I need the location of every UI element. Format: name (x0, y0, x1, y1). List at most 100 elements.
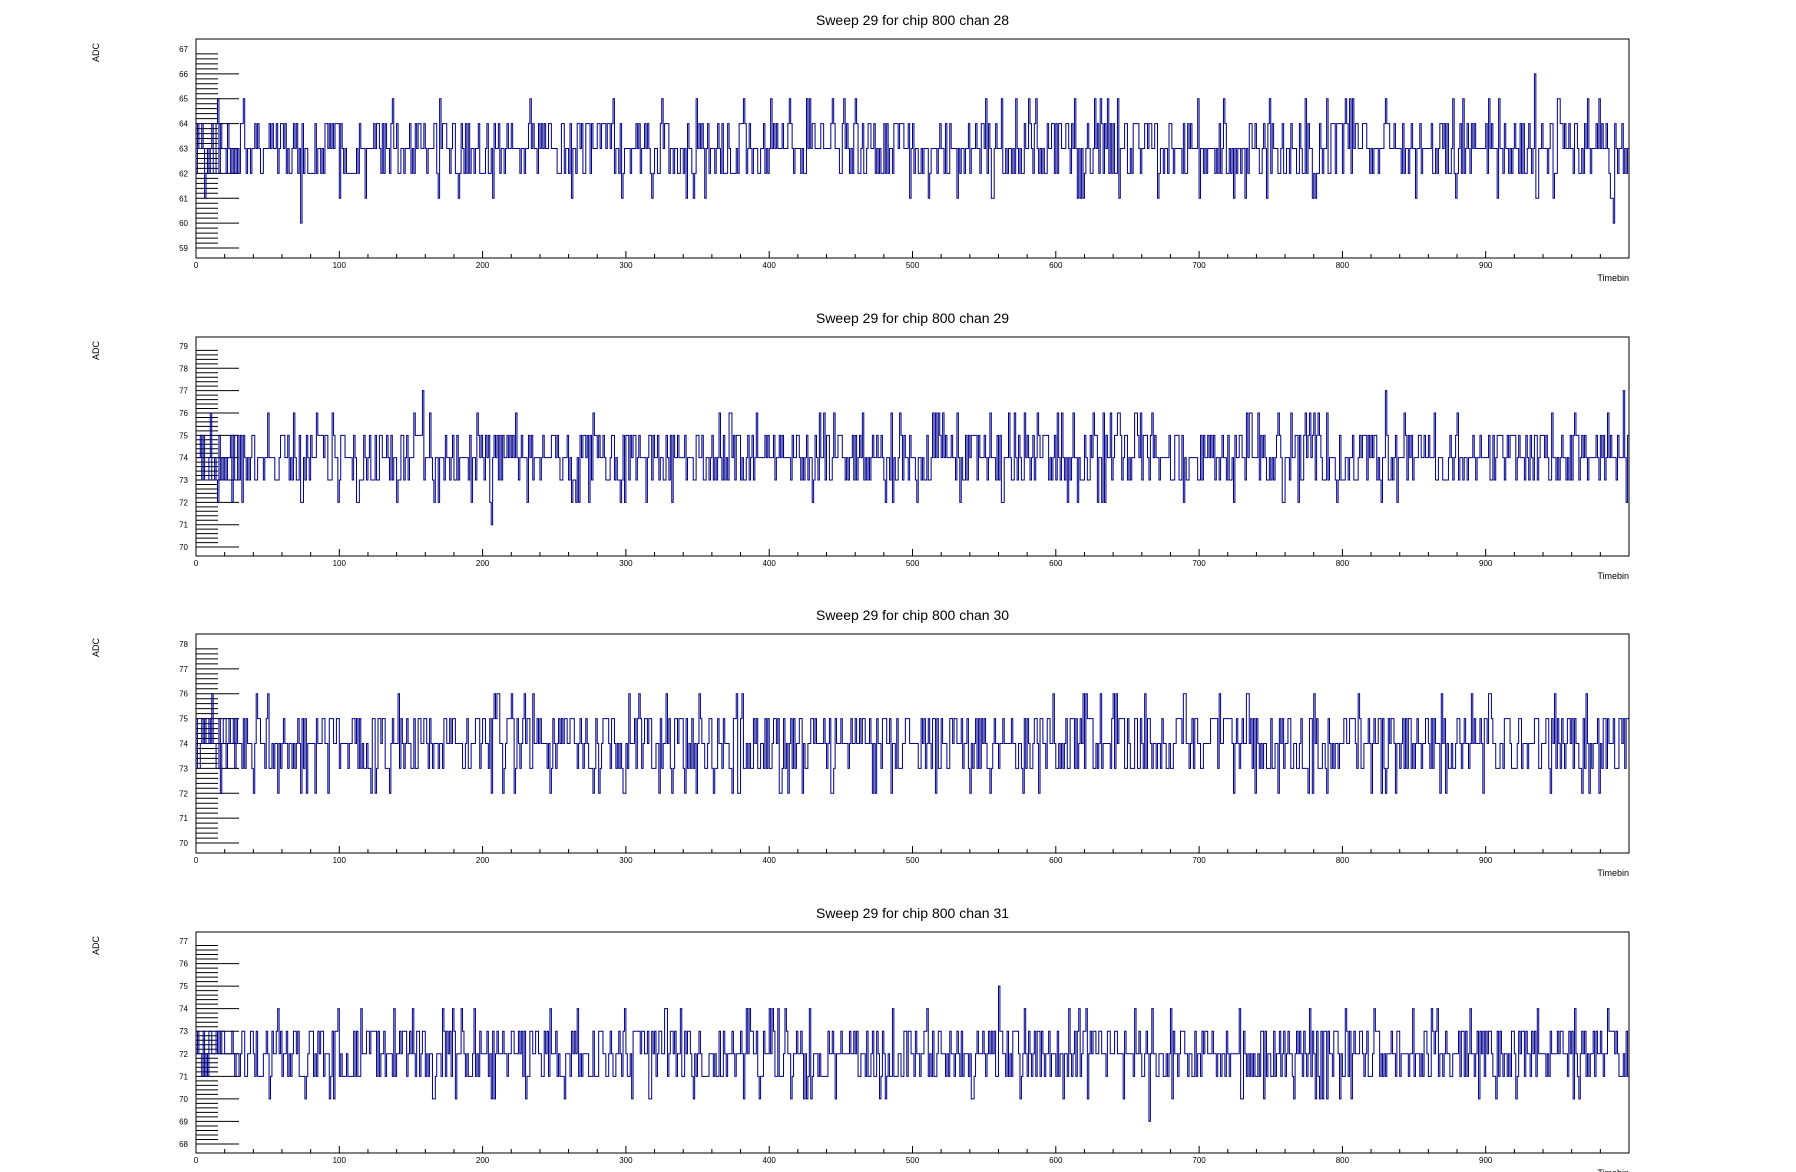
y-tick-label: 69 (179, 1117, 188, 1126)
x-tick-label: 500 (906, 559, 920, 568)
x-tick-label: 300 (619, 261, 633, 270)
x-tick-label: 200 (476, 856, 490, 865)
x-tick-label: 600 (1049, 856, 1063, 865)
plot-frame (195, 931, 1630, 1154)
y-tick-label: 74 (179, 1005, 188, 1014)
x-tick-label: 600 (1049, 559, 1063, 568)
x-tick-label: 200 (476, 1156, 490, 1165)
series-line (196, 73, 1629, 224)
y-tick-label: 74 (179, 454, 188, 463)
x-tick-label: 100 (333, 559, 347, 568)
x-tick-label: 0 (194, 1156, 199, 1165)
chart-title: Sweep 29 for chip 800 chan 29 (816, 310, 1009, 326)
y-tick-label: 70 (179, 1095, 188, 1104)
y-tick-label: 63 (179, 145, 188, 154)
series-line (196, 985, 1629, 1122)
x-tick-label: 0 (194, 856, 199, 865)
y-tick-label: 73 (179, 476, 188, 485)
chart-title: Sweep 29 for chip 800 chan 30 (816, 607, 1009, 623)
x-tick-label: 700 (1192, 261, 1206, 270)
x-axis-label: Timebin (1597, 273, 1629, 283)
x-axis-label: Timebin (1597, 571, 1629, 581)
y-tick-label: 72 (179, 498, 188, 507)
y-tick-label: 73 (179, 1027, 188, 1036)
x-tick-label: 300 (619, 856, 633, 865)
x-tick-label: 100 (333, 856, 347, 865)
y-tick-label: 60 (179, 219, 188, 228)
x-tick-label: 500 (906, 856, 920, 865)
y-tick-label: 61 (179, 194, 188, 203)
chart-panel-4: Sweep 29 for chip 800 chan 31 ADC Timebin 6… (91, 905, 1630, 1172)
x-tick-label: 800 (1336, 856, 1350, 865)
x-tick-label: 500 (906, 261, 920, 270)
x-tick-label: 900 (1479, 559, 1493, 568)
y-tick-label: 78 (179, 364, 188, 373)
x-tick-label: 0 (194, 559, 199, 568)
y-tick-label: 64 (179, 120, 188, 129)
y-tick-label: 72 (179, 1050, 188, 1059)
y-tick-label: 71 (179, 814, 188, 823)
x-tick-label: 800 (1336, 1156, 1350, 1165)
x-tick-label: 600 (1049, 1156, 1063, 1165)
x-tick-label: 900 (1479, 856, 1493, 865)
chart-panel-3: Sweep 29 for chip 800 chan 30 ADC Timebin 7… (91, 607, 1630, 878)
y-tick-label: 68 (179, 1140, 188, 1149)
series-line (196, 390, 1629, 526)
y-tick-label: 76 (179, 409, 188, 418)
x-tick-label: 900 (1479, 261, 1493, 270)
y-axis-label: ADC (91, 638, 101, 658)
y-tick-label: 77 (179, 665, 188, 674)
x-tick-label: 600 (1049, 261, 1063, 270)
y-tick-label: 79 (179, 342, 188, 351)
y-tick-label: 76 (179, 690, 188, 699)
y-tick-label: 59 (179, 244, 188, 253)
chart-title: Sweep 29 for chip 800 chan 31 (816, 905, 1009, 921)
x-tick-label: 100 (333, 1156, 347, 1165)
plot-frame (195, 38, 1630, 259)
y-axis-label: ADC (91, 936, 101, 956)
series-line (196, 693, 1629, 794)
x-tick-label: 300 (619, 559, 633, 568)
plot-frame (195, 633, 1630, 854)
x-tick-label: 200 (476, 261, 490, 270)
x-tick-label: 500 (906, 1156, 920, 1165)
y-tick-label: 67 (179, 45, 188, 54)
y-tick-label: 78 (179, 640, 188, 649)
y-tick-label: 75 (179, 982, 188, 991)
x-axis-label: Timebin (1597, 1168, 1629, 1172)
chart-panel-1: Sweep 29 for chip 800 chan 28 ADC Timebin 5… (91, 12, 1630, 283)
y-axis-label: ADC (91, 43, 101, 63)
x-tick-label: 400 (763, 261, 777, 270)
x-tick-label: 200 (476, 559, 490, 568)
y-tick-label: 75 (179, 715, 188, 724)
y-tick-label: 77 (179, 387, 188, 396)
x-tick-label: 700 (1192, 1156, 1206, 1165)
x-tick-label: 700 (1192, 856, 1206, 865)
x-axis-label: Timebin (1597, 868, 1629, 878)
plot-frame (195, 336, 1630, 557)
x-tick-label: 900 (1479, 1156, 1493, 1165)
y-axis-label: ADC (91, 341, 101, 361)
x-tick-label: 0 (194, 261, 199, 270)
chart-title: Sweep 29 for chip 800 chan 28 (816, 12, 1009, 28)
y-tick-label: 75 (179, 431, 188, 440)
y-tick-label: 73 (179, 764, 188, 773)
y-tick-label: 71 (179, 521, 188, 530)
y-tick-label: 74 (179, 740, 188, 749)
x-tick-label: 400 (763, 1156, 777, 1165)
y-tick-label: 77 (179, 937, 188, 946)
y-tick-label: 66 (179, 70, 188, 79)
x-tick-label: 400 (763, 856, 777, 865)
x-tick-label: 100 (333, 261, 347, 270)
y-tick-label: 65 (179, 95, 188, 104)
x-tick-label: 300 (619, 1156, 633, 1165)
y-tick-label: 72 (179, 789, 188, 798)
y-tick-label: 76 (179, 960, 188, 969)
y-tick-label: 70 (179, 543, 188, 552)
y-tick-label: 62 (179, 169, 188, 178)
x-tick-label: 800 (1336, 559, 1350, 568)
x-tick-label: 800 (1336, 261, 1350, 270)
chart-panel-2: Sweep 29 for chip 800 chan 29 ADC Timebin 7… (91, 310, 1630, 581)
x-tick-label: 400 (763, 559, 777, 568)
